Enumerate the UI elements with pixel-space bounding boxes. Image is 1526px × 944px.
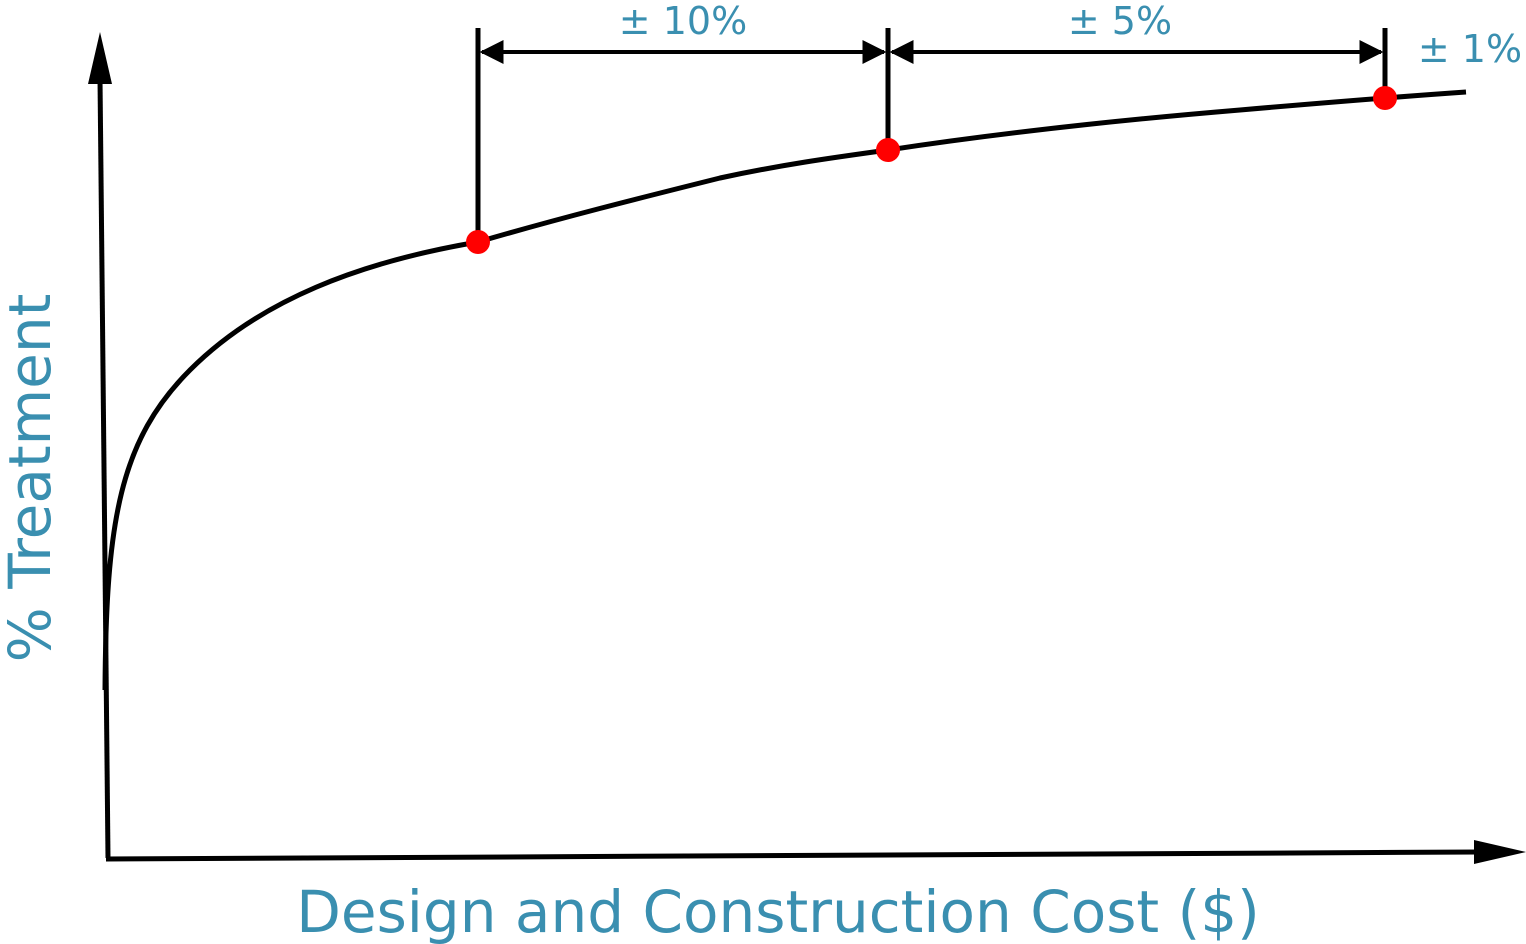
y-axis-arrowhead — [88, 32, 112, 84]
marker-point-1 — [466, 230, 490, 254]
y-axis — [88, 32, 112, 859]
x-axis — [105, 840, 1526, 864]
band-label-10: ± 10% — [619, 0, 747, 43]
y-axis-label: % Treatment — [0, 294, 64, 663]
band-label-1: ± 1% — [1418, 27, 1522, 71]
marker-point-2 — [876, 138, 900, 162]
marker-point-3 — [1373, 86, 1397, 110]
band-label-5: ± 5% — [1068, 0, 1172, 43]
x-axis-arrowhead — [1474, 840, 1526, 864]
treatment-curve — [102, 89, 1467, 691]
x-axis-label: Design and Construction Cost ($) — [296, 878, 1260, 944]
